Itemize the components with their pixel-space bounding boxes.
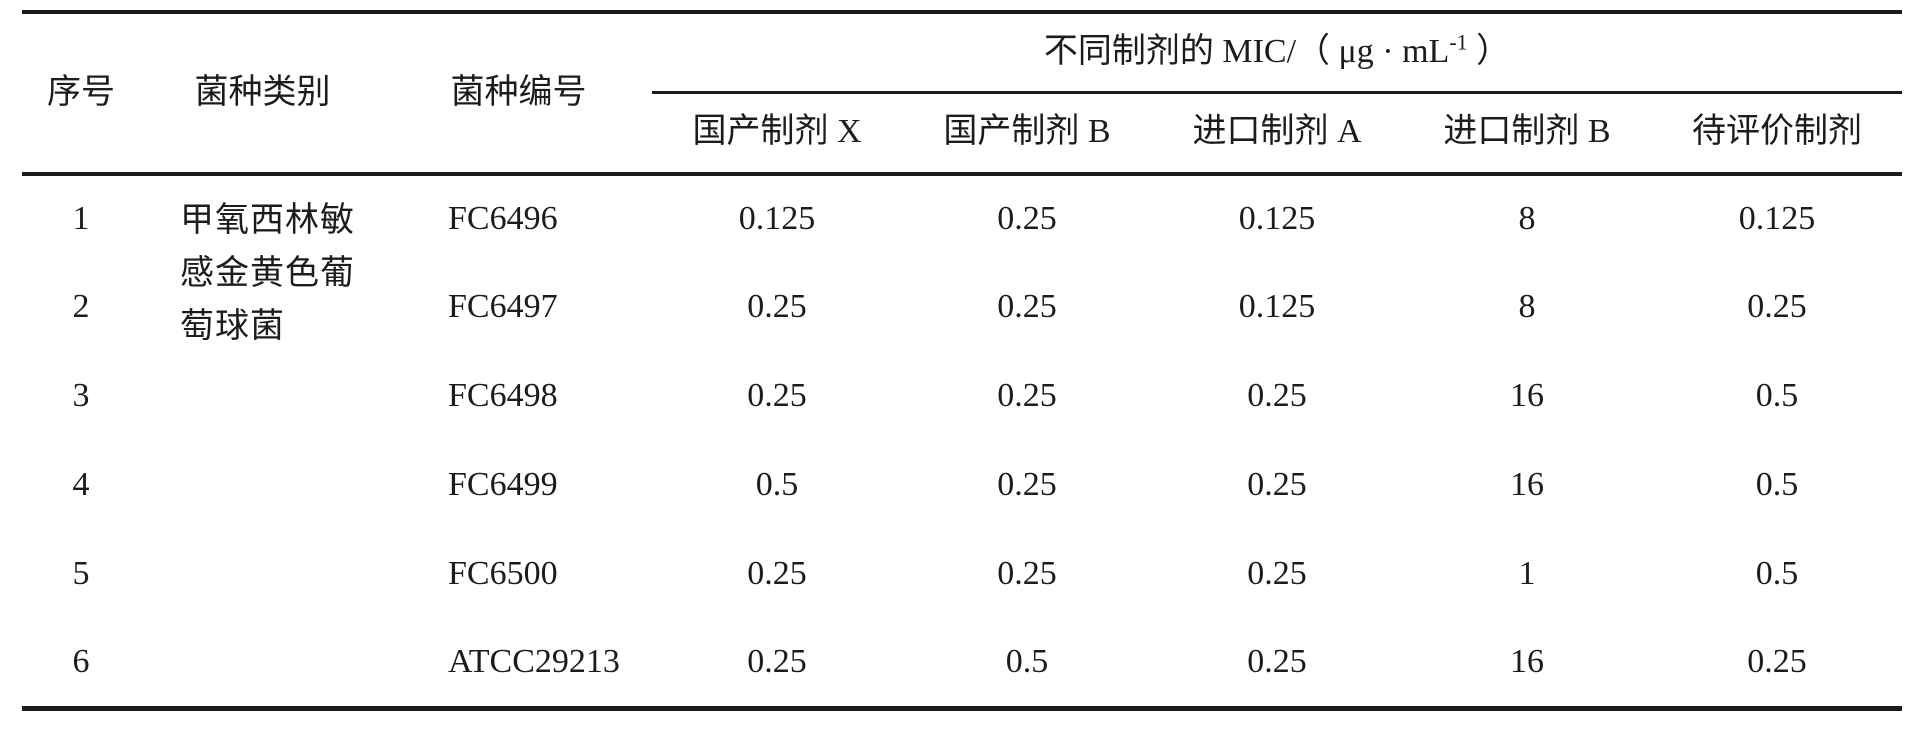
header-prep-import-a: 进口制剂 A [1152, 92, 1402, 176]
mic-value-cell: 0.25 [997, 555, 1057, 593]
mic-value-cell: 1 [1518, 555, 1536, 593]
mic-value-cell: 0.5 [1755, 466, 1799, 504]
mic-value-cell: 16 [1510, 642, 1544, 680]
mic-value-cell: 0.5 [1005, 642, 1049, 680]
mic-value-cell: 0.125 [738, 200, 816, 238]
mic-value-cell: 0.25 [1247, 642, 1307, 680]
mic-value-cell: 0.25 [1247, 555, 1307, 593]
strain-id-cell: FC6500 [448, 555, 558, 593]
mic-results-table: 序号 菌种类别 菌种编号 不同制剂的 MIC/（ μg · mL-1 ） 国产制… [22, 10, 1903, 711]
row-number-cell: 3 [72, 377, 90, 415]
mic-value-cell: 0.125 [1738, 200, 1816, 238]
header-col-strain-id: 菌种编号 [385, 12, 652, 176]
mic-value-cell: 0.5 [1755, 555, 1799, 593]
mic-value-cell: 8 [1518, 288, 1536, 326]
header-col-category: 菌种类别 [140, 12, 385, 176]
header-row-preparations: 国产制剂 X 国产制剂 B 进口制剂 A 进口制剂 B 待评价制剂 [22, 92, 1903, 176]
header-prep-domestic-x: 国产制剂 X [652, 92, 902, 176]
header-col-no: 序号 [22, 12, 140, 176]
mic-value-cell: 0.25 [997, 288, 1057, 326]
mic-value-cell: 0.25 [997, 466, 1057, 504]
table-row: 2 FC6497 0.25 0.25 0.125 8 0.25 [22, 263, 1902, 352]
mic-value-cell: 0.25 [1247, 466, 1307, 504]
mic-value-cell: 0.25 [747, 377, 807, 415]
strain-id-cell: FC6497 [448, 288, 558, 326]
mic-value-cell: 0.25 [747, 642, 807, 680]
header-row-group: 序号 菌种类别 菌种编号 不同制剂的 MIC/（ μg · mL-1 ） [22, 12, 1903, 176]
mic-group-superscript: -1 [1449, 29, 1468, 55]
header-prep-domestic-b: 国产制剂 B [902, 92, 1152, 176]
mic-value-cell: 8 [1518, 200, 1536, 238]
table-row: 3 FC6498 0.25 0.25 0.25 16 0.5 [22, 352, 1902, 441]
mic-group-label-close: ） [1467, 32, 1511, 70]
mic-value-cell: 0.25 [997, 200, 1057, 238]
table-row: 4 FC6499 0.5 0.25 0.25 16 0.5 [22, 441, 1902, 530]
mic-value-cell: 16 [1510, 466, 1544, 504]
mic-value-cell: 0.25 [1247, 377, 1307, 415]
mic-value-cell: 0.5 [755, 466, 799, 504]
table-row: 1 甲氧西林敏感金黄色葡萄球菌 FC6496 0.125 0.25 0.125 … [22, 174, 1902, 345]
mic-value-cell: 0.25 [1747, 642, 1807, 680]
header-mic-group: 不同制剂的 MIC/（ μg · mL-1 ） [652, 12, 1903, 94]
header-prep-evaluated: 待评价制剂 [1652, 92, 1903, 176]
strain-id-cell: FC6499 [448, 466, 558, 504]
mic-value-cell: 0.25 [997, 377, 1057, 415]
strain-id-cell: FC6498 [448, 377, 558, 415]
mic-value-cell: 0.25 [747, 288, 807, 326]
strain-id-cell: ATCC29213 [448, 642, 620, 680]
table-row: 5 FC6500 0.25 0.25 0.25 1 0.5 [22, 530, 1902, 619]
row-number-cell: 2 [72, 288, 90, 326]
strain-category-cell: 甲氧西林敏感金黄色葡萄球菌 [180, 202, 355, 345]
row-number-cell: 1 [72, 200, 90, 238]
mic-group-label: 不同制剂的 MIC/（ μg · mL [1043, 32, 1450, 70]
mic-value-cell: 0.125 [1238, 200, 1316, 238]
header-prep-import-b: 进口制剂 B [1402, 92, 1652, 176]
mic-value-cell: 0.5 [1755, 377, 1799, 415]
mic-value-cell: 16 [1510, 377, 1544, 415]
mic-value-cell: 0.25 [747, 555, 807, 593]
row-number-cell: 5 [72, 555, 90, 593]
mic-value-cell: 0.25 [1747, 288, 1807, 326]
strain-id-cell: FC6496 [448, 200, 558, 238]
mic-value-cell: 0.125 [1238, 288, 1316, 326]
row-number-cell: 4 [72, 466, 90, 504]
row-number-cell: 6 [72, 642, 90, 680]
table-row: 6 ATCC29213 0.25 0.5 0.25 16 0.25 [22, 619, 1902, 708]
